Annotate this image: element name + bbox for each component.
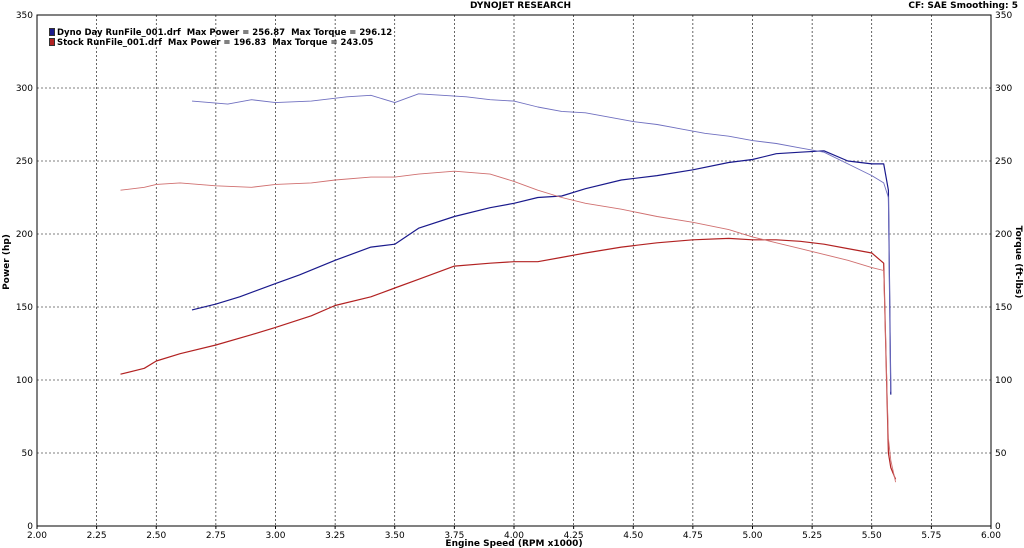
- legend-file-dyno-day: Dyno Day RunFile_001.drf: [57, 28, 181, 38]
- y-tick-label-left: 200: [16, 230, 33, 240]
- legend-swatch-stock: [49, 38, 55, 46]
- x-axis-title: Engine Speed (RPM x1000): [445, 539, 582, 548]
- y-axis-title-left: Power (hp): [2, 234, 12, 290]
- x-tick-label: 2.25: [87, 531, 107, 541]
- x-tick-label: 2.75: [206, 531, 226, 541]
- y-tick-label-right: 350: [995, 11, 1012, 21]
- x-tick-label: 5.25: [802, 531, 822, 541]
- x-tick-label: 2.50: [146, 531, 166, 541]
- y-tick-label-left: 350: [16, 11, 33, 21]
- series-line-stock-power: [120, 237, 897, 480]
- legend-entry-dyno-day: Dyno Day RunFile_001.drf Max Power = 256.…: [49, 28, 398, 38]
- y-tick-label-left: 250: [16, 157, 33, 167]
- x-tick-label: 2.00: [27, 531, 47, 541]
- legend-max-power-stock: Max Power = 196.83: [167, 38, 267, 48]
- x-tick-label: 3.50: [385, 531, 405, 541]
- y-tick-labels-right: 0 50 100 150 200 250 300 350: [995, 11, 1012, 532]
- y-tick-labels-left: 0 50 100 150 200 250 300 350: [16, 11, 33, 532]
- x-tick-label: 4.25: [564, 531, 584, 541]
- x-tick-label: 6.00: [981, 531, 1001, 541]
- legend-max-power-dyno-day: Max Power = 256.87: [186, 28, 286, 38]
- x-tick-label: 3.00: [265, 531, 285, 541]
- legend-max-torque-stock: Max Torque = 243.05: [272, 38, 374, 48]
- x-tick-label: 4.00: [504, 531, 524, 541]
- legend-entry-stock: Stock RunFile_001.drf Max Power = 196.83 M…: [49, 38, 379, 48]
- series-line-stock-torque: [120, 170, 897, 483]
- x-tick-label: 5.75: [921, 531, 941, 541]
- y-tick-label-right: 150: [995, 303, 1012, 313]
- x-tick-label: 3.25: [325, 531, 345, 541]
- legend-swatch-dyno-day: [49, 28, 55, 36]
- x-tick-label: 5.00: [742, 531, 762, 541]
- y-tick-label-left: 0: [27, 522, 33, 532]
- y-tick-label-left: 50: [22, 449, 34, 459]
- grid-lines: [37, 15, 991, 526]
- y-tick-label-left: 100: [16, 376, 33, 386]
- series-line-dyno-day-torque: [191, 93, 892, 392]
- y-tick-label-right: 300: [995, 84, 1012, 94]
- y-tick-label-right: 0: [995, 522, 1001, 532]
- y-tick-label-right: 100: [995, 376, 1012, 386]
- series-lines: [120, 93, 897, 483]
- y-tick-label-left: 150: [16, 303, 33, 313]
- y-axis-title-right: Torque (ft-lbs): [1013, 226, 1023, 299]
- x-tick-label: 5.50: [862, 531, 882, 541]
- x-tick-label: 3.75: [444, 531, 464, 541]
- x-tick-label: 4.50: [623, 531, 643, 541]
- legend-max-torque-dyno-day: Max Torque = 296.12: [291, 28, 393, 38]
- x-tick-labels: 2.00 2.25 2.50 2.75 3.00 3.25 3.50 3.75 4.00 4.25…: [27, 526, 1001, 541]
- y-tick-label-right: 250: [995, 157, 1012, 167]
- y-tick-label-left: 300: [16, 84, 33, 94]
- y-tick-label-right: 200: [995, 230, 1012, 240]
- x-tick-label: 4.75: [683, 531, 703, 541]
- y-tick-label-right: 50: [995, 449, 1007, 459]
- chart-title: DYNOJET RESEARCH: [470, 1, 572, 11]
- legend-file-stock: Stock RunFile_001.drf: [57, 38, 162, 48]
- settings-label: CF: SAE Smoothing: 5: [908, 1, 1018, 11]
- series-line-dyno-day-power: [191, 150, 892, 395]
